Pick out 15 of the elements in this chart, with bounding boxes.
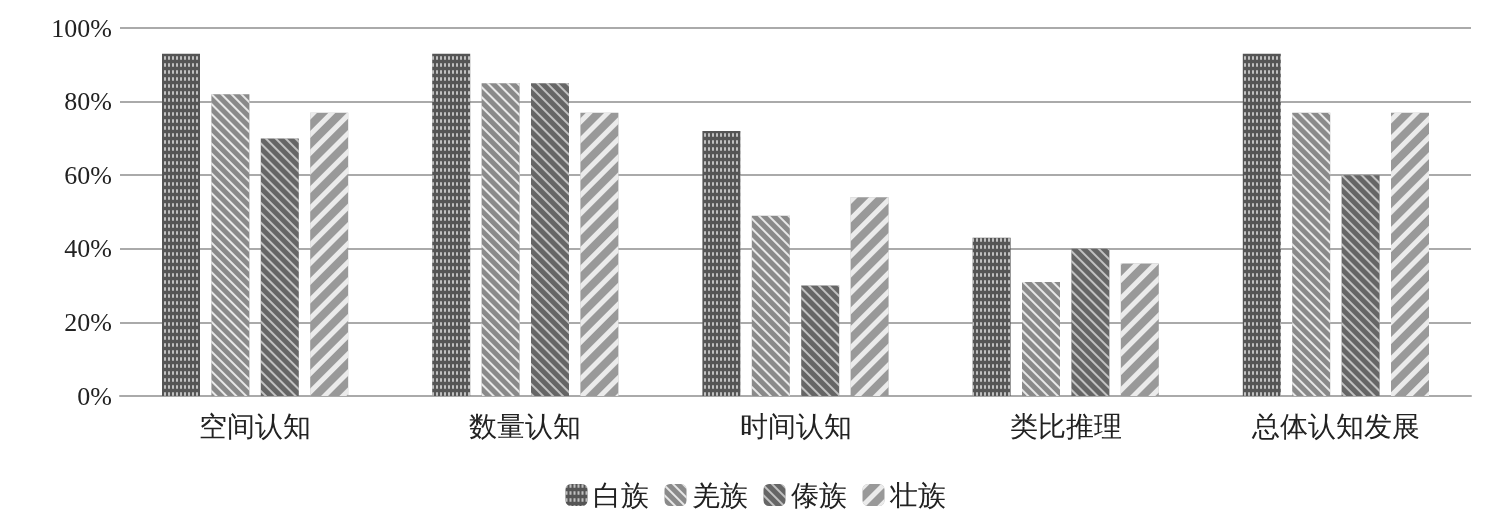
x-tick-label: 空间认知 [199,409,312,443]
x-tick-label: 类比推理 [1009,409,1122,443]
legend-label: 傣族 [790,478,847,512]
y-tick-label: 0% [77,381,112,411]
legend-label: 白族 [592,478,649,512]
x-tick-label: 时间认知 [739,409,852,443]
x-tick-label: 总体认知发展 [1250,409,1420,443]
x-tick-label: 数量认知 [469,409,582,443]
y-tick-label: 20% [64,307,112,337]
y-tick-label: 80% [64,87,112,117]
y-tick-label: 40% [64,234,112,264]
legend-label: 壮族 [888,478,946,512]
y-tick-label: 100% [51,13,112,43]
y-tick-label: 60% [64,160,112,190]
legend-label: 羌族 [691,478,748,512]
